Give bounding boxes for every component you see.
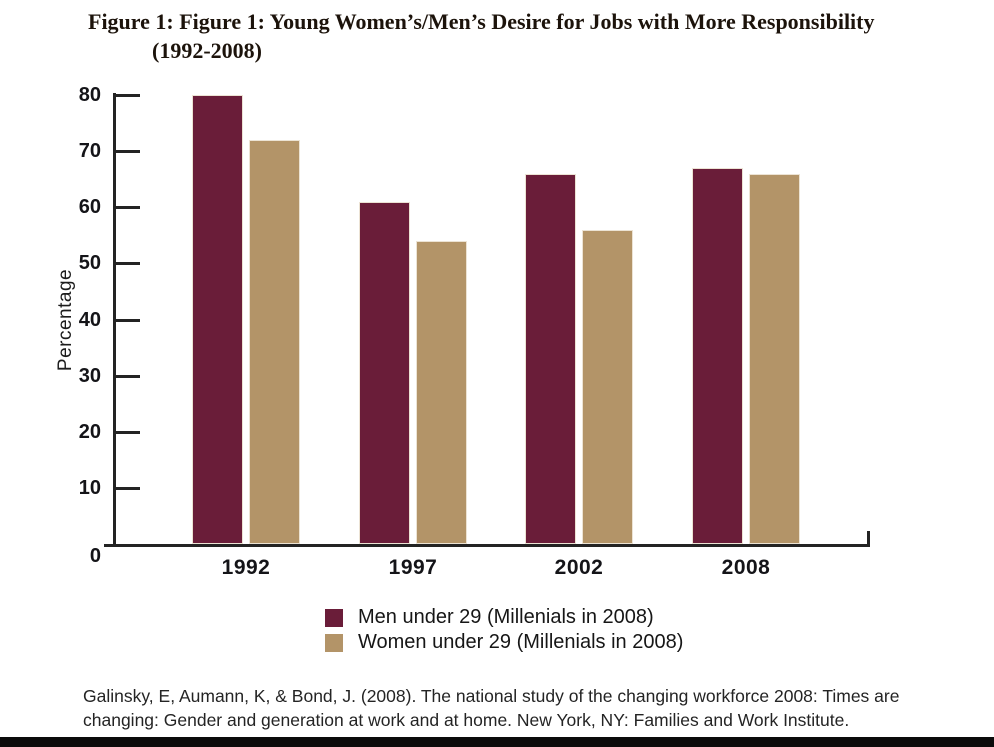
y-tick-label-70: 70 bbox=[78, 140, 101, 163]
legend-item-women: Women under 29 (Millenials in 2008) bbox=[325, 630, 683, 655]
y-tick-label-30: 30 bbox=[78, 364, 101, 387]
y-tick-80 bbox=[116, 94, 140, 97]
legend-label-men: Men under 29 (Millenials in 2008) bbox=[358, 606, 654, 628]
bar-women-2002 bbox=[582, 229, 633, 544]
x-category-label-1992: 1992 bbox=[221, 556, 271, 579]
x-axis-end-tick bbox=[867, 531, 870, 545]
y-tick-50 bbox=[116, 262, 140, 266]
source-citation-line2: changing: Gender and generation at work … bbox=[83, 710, 850, 730]
y-tick-40 bbox=[116, 318, 140, 322]
bar-men-2002 bbox=[525, 173, 576, 544]
bar-men-2008 bbox=[692, 167, 743, 544]
bar-women-1997 bbox=[416, 240, 467, 544]
y-tick-label-0: 0 bbox=[89, 545, 101, 567]
y-tick-label-80: 80 bbox=[78, 84, 101, 106]
bar-women-2008 bbox=[749, 173, 800, 544]
bar-men-1997 bbox=[359, 201, 410, 544]
y-tick-label-60: 60 bbox=[78, 196, 101, 219]
y-tick-label-40: 40 bbox=[78, 308, 101, 331]
figure-title-line2: (1992-2008) bbox=[152, 38, 262, 63]
y-tick-60 bbox=[116, 206, 140, 210]
source-citation-line1: Galinsky, E, Aumann, K, & Bond, J. (2008… bbox=[83, 686, 900, 706]
x-category-label-2008: 2008 bbox=[721, 556, 771, 579]
legend: Men under 29 (Millenials in 2008) Women … bbox=[325, 605, 683, 655]
y-tick-label-10: 10 bbox=[78, 476, 101, 499]
bottom-border-bar bbox=[0, 737, 994, 747]
y-tick-70 bbox=[116, 150, 140, 154]
x-category-label-1997: 1997 bbox=[388, 556, 438, 579]
y-tick-20 bbox=[116, 430, 140, 434]
bar-men-1992 bbox=[192, 95, 243, 544]
source-citation: Galinsky, E, Aumann, K, & Bond, J. (2008… bbox=[83, 684, 963, 732]
y-tick-label-50: 50 bbox=[78, 252, 101, 275]
y-tick-10 bbox=[116, 486, 140, 490]
figure-title: Figure 1: Figure 1: Young Women’s/Men’s … bbox=[88, 7, 928, 65]
y-tick-30 bbox=[116, 374, 140, 378]
legend-item-men: Men under 29 (Millenials in 2008) bbox=[325, 605, 683, 630]
figure-title-line1: Figure 1: Figure 1: Young Women’s/Men’s … bbox=[88, 9, 875, 34]
bar-women-1992 bbox=[249, 139, 300, 544]
y-tick-label-20: 20 bbox=[78, 420, 101, 443]
legend-label-women: Women under 29 (Millenials in 2008) bbox=[358, 631, 684, 653]
y-axis-line bbox=[113, 93, 116, 547]
x-axis-line bbox=[104, 544, 870, 547]
x-category-label-2002: 2002 bbox=[554, 556, 604, 579]
legend-swatch-women bbox=[325, 633, 343, 652]
legend-swatch-men bbox=[325, 608, 343, 627]
